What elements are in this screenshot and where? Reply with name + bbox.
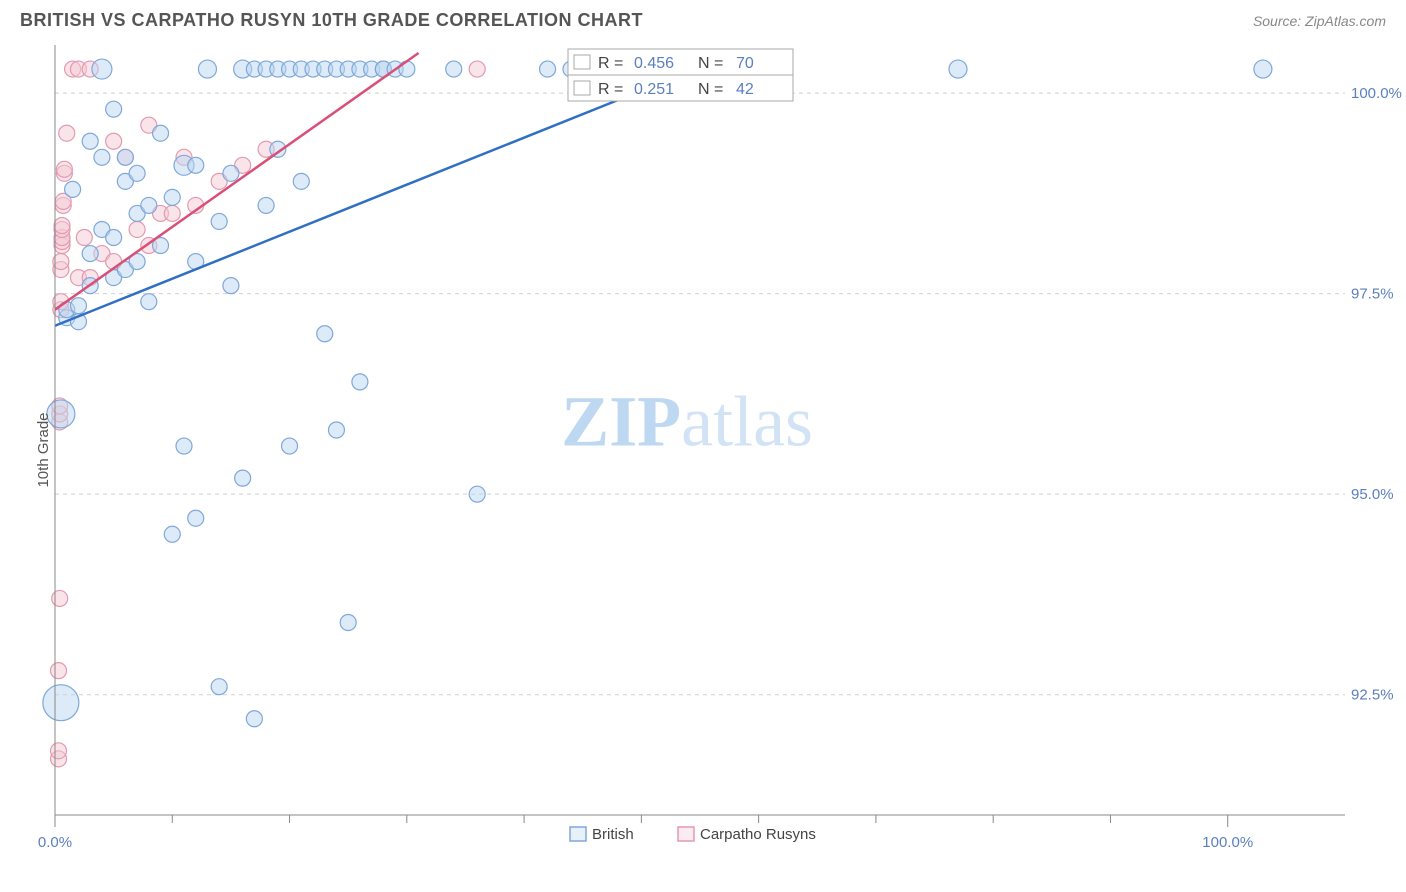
data-point [352,374,368,390]
y-tick-label: 92.5% [1351,687,1394,704]
data-point [340,615,356,631]
data-point [328,422,344,438]
data-point [188,157,204,173]
data-point [94,149,110,165]
chart-title: BRITISH VS CARPATHO RUSYN 10TH GRADE COR… [20,10,643,31]
legend-swatch [574,55,590,69]
regression-line [55,53,419,310]
data-point [540,61,556,77]
data-point [293,173,309,189]
stat-r-value: 0.251 [634,81,674,98]
data-point [59,125,75,141]
data-point [282,438,298,454]
data-point [51,743,67,759]
data-point [82,133,98,149]
data-point [153,125,169,141]
legend-swatch [570,827,586,841]
stat-n-label: N = [698,81,723,98]
data-point [76,230,92,246]
data-point [258,197,274,213]
data-point [129,165,145,181]
data-point [164,189,180,205]
data-point [106,230,122,246]
data-point [949,60,967,78]
stat-r-label: R = [598,81,623,98]
data-point [117,149,133,165]
data-point [1254,60,1272,78]
legend-label: Carpatho Rusyns [700,826,816,843]
data-point [223,165,239,181]
data-point [399,61,415,77]
data-point [141,197,157,213]
data-point [188,510,204,526]
data-point [176,438,192,454]
data-point [92,59,112,79]
legend-swatch [678,827,694,841]
data-point [52,590,68,606]
data-point [469,486,485,502]
scatter-chart: ZIPatlas 0.0% 100.0% 92.5% 95.0% 97.5% 100.0% R… [0,35,1406,865]
legend-label: British [592,826,634,843]
data-point [51,663,67,679]
stat-n-value: 42 [736,81,754,98]
data-point [211,213,227,229]
data-point [223,278,239,294]
y-tick-label: 100.0% [1351,85,1402,102]
data-point [82,246,98,262]
x-tick-label: 100.0% [1202,834,1253,851]
stat-n-label: N = [698,55,723,72]
data-point [106,133,122,149]
data-point [56,161,72,177]
data-point [198,60,216,78]
data-point [164,526,180,542]
data-point [446,61,462,77]
data-point [246,711,262,727]
data-point [235,470,251,486]
data-point [211,679,227,695]
data-point [141,294,157,310]
x-tick-label: 0.0% [38,834,72,851]
y-axis-label: 10th Grade [35,412,52,487]
stat-row: R = 0.251 N = 42 [568,75,793,101]
data-point [65,181,81,197]
data-point [469,61,485,77]
chart-container: 10th Grade ZIPatlas 0.0% 100.0% 92.5% 95.0% 9… [0,35,1406,865]
y-tick-label: 95.0% [1351,486,1394,503]
data-point [164,205,180,221]
stat-r-label: R = [598,55,623,72]
header: BRITISH VS CARPATHO RUSYN 10TH GRADE COR… [0,0,1406,35]
legend-swatch [574,81,590,95]
data-point [106,101,122,117]
data-point [317,326,333,342]
source-attribution: Source: ZipAtlas.com [1253,13,1386,29]
watermark: ZIPatlas [561,381,813,461]
data-point [54,217,70,233]
y-tick-label: 97.5% [1351,286,1394,303]
data-point [43,685,79,721]
data-point [70,298,86,314]
stat-n-value: 70 [736,55,754,72]
stat-row: R = 0.456 N = 70 [568,49,793,75]
stat-r-value: 0.456 [634,55,674,72]
data-point [129,221,145,237]
